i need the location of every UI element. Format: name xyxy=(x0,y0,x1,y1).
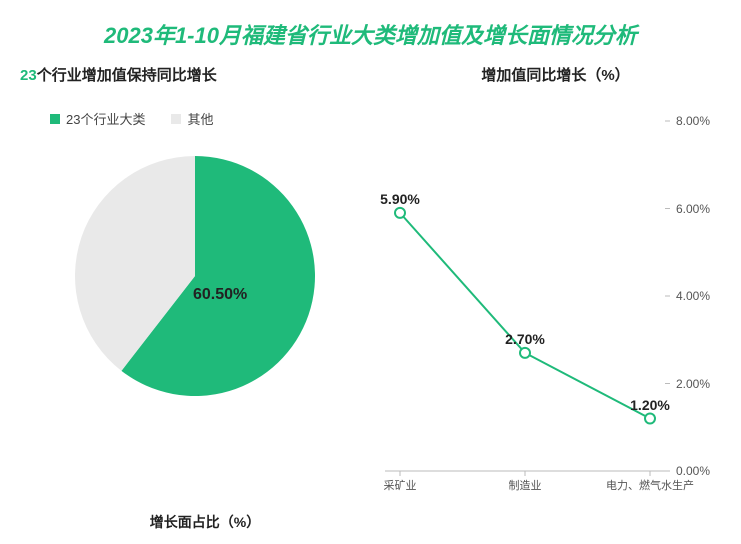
data-label: 1.20% xyxy=(630,397,670,413)
pie-panel: 23个行业增加值保持同比增长 23个行业大类 其他 60.50% 增长面占比（%… xyxy=(0,58,370,538)
pie-subtitle: 23个行业增加值保持同比增长 xyxy=(20,64,370,85)
x-category-label: 采矿业 xyxy=(384,477,417,493)
line-panel: 增加值同比增长（%） 0.00% 2.00% 4.00% 6.00% 8.00% 采矿业 5… xyxy=(370,58,741,538)
line-marker xyxy=(645,414,655,424)
line-subtitle: 增加值同比增长（%） xyxy=(370,64,741,85)
line-chart: 0.00% 2.00% 4.00% 6.00% 8.00% 采矿业 5.90% 制造业 2.70… xyxy=(370,101,710,501)
line-svg xyxy=(370,101,710,501)
pie-svg xyxy=(75,156,315,396)
line-series xyxy=(400,213,650,419)
charts-container: 23个行业增加值保持同比增长 23个行业大类 其他 60.50% 增长面占比（%… xyxy=(0,58,741,538)
y-tick-label: 0.00% xyxy=(676,464,710,478)
subtitle-number: 23 xyxy=(20,67,37,84)
pie-legend: 23个行业大类 其他 xyxy=(50,109,370,128)
x-category-label: 制造业 xyxy=(509,477,542,493)
pie-chart: 60.50% xyxy=(75,156,315,396)
line-marker xyxy=(520,348,530,358)
legend-label: 其他 xyxy=(187,109,213,128)
y-tick-label: 6.00% xyxy=(676,202,710,216)
subtitle-text: 个行业增加值保持同比增长 xyxy=(37,67,217,84)
legend-swatch xyxy=(171,114,181,124)
data-label: 2.70% xyxy=(505,331,545,347)
pie-center-label: 60.50% xyxy=(193,286,247,304)
x-category-label: 电力、燃气水生产 xyxy=(606,477,694,493)
legend-label: 23个行业大类 xyxy=(66,109,145,128)
legend-item: 其他 xyxy=(171,109,213,128)
y-tick-label: 8.00% xyxy=(676,114,710,128)
main-title: 2023年1-10月福建省行业大类增加值及增长面情况分析 xyxy=(0,0,741,50)
y-tick-label: 4.00% xyxy=(676,289,710,303)
line-marker xyxy=(395,208,405,218)
legend-swatch xyxy=(50,114,60,124)
legend-item: 23个行业大类 xyxy=(50,109,145,128)
pie-axis-title: 增长面占比（%） xyxy=(20,512,390,532)
data-label: 5.90% xyxy=(380,191,420,207)
y-tick-label: 2.00% xyxy=(676,377,710,391)
